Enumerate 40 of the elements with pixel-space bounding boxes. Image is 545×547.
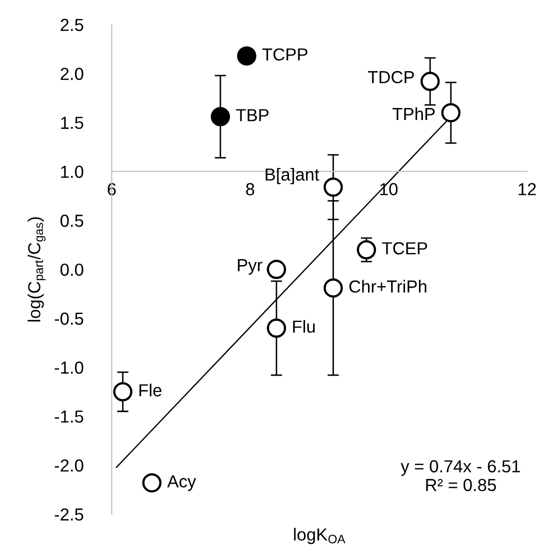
x-tick-label: 10 (380, 183, 398, 196)
y-axis-title: log(C$_{part}$/C$_{gas}$) (28, 217, 46, 322)
x-tick-label: 6 (108, 183, 116, 196)
point (356, 240, 376, 260)
point (237, 46, 256, 66)
y-tick-label: -2.5 (54, 508, 84, 521)
point (441, 103, 460, 122)
y-tick-label: 1.0 (61, 166, 84, 178)
y-tick-label: -1.0 (54, 361, 84, 374)
annotation: TDCP (368, 70, 414, 84)
point (266, 318, 286, 338)
annotation: TCEP (382, 242, 428, 254)
annotation: TBP (236, 109, 269, 122)
x-tick-label: 8 (246, 183, 254, 196)
annotation: y = 0.74x - 6.51 R² = 0.85 (400, 460, 520, 492)
y-tick-label: -0.5 (54, 312, 84, 325)
point (210, 107, 230, 126)
point (420, 72, 440, 92)
point (324, 278, 343, 298)
x-axis-title: logK$_{OA}$ (294, 528, 346, 544)
annotation: TCPP (262, 48, 308, 61)
annotation: Flu (293, 320, 315, 333)
annotation: Fle (140, 384, 162, 396)
annotation: TPhP (392, 107, 435, 120)
y-tick-label: 1.5 (61, 116, 84, 129)
annotation: Chr+TriPh (349, 280, 426, 293)
y-tick-label: 0.5 (60, 214, 84, 227)
point (324, 178, 343, 197)
annotation: B[a]ant (266, 168, 320, 184)
x-tick-label: 12 (518, 183, 536, 196)
y-tick-label: 2.5 (60, 18, 84, 32)
y-tick-label: -2.0 (54, 459, 84, 472)
annotation: Acy (167, 475, 196, 491)
point (113, 382, 132, 402)
point (142, 473, 162, 492)
y-tick-label: 2.0 (60, 68, 84, 80)
y-tick-label: 0.0 (60, 264, 84, 276)
y-tick-label: -1.5 (54, 410, 84, 423)
annotation: Pyr (238, 259, 262, 275)
point (266, 260, 286, 280)
